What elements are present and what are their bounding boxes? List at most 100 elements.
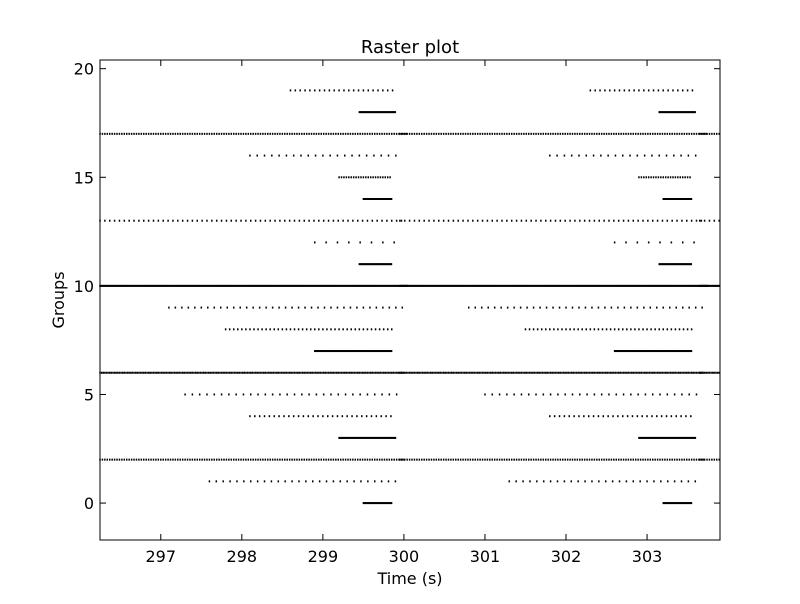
spike-mark xyxy=(648,371,651,374)
spike-mark xyxy=(326,371,328,374)
spike-mark xyxy=(667,436,669,439)
spike-mark xyxy=(369,132,371,135)
spike-mark xyxy=(515,458,518,461)
y-tick-label: 20 xyxy=(74,60,94,79)
spike-mark xyxy=(140,458,143,461)
spike-mark xyxy=(447,284,450,287)
spike-mark xyxy=(668,263,670,266)
spike-mark xyxy=(591,458,593,461)
spike-mark xyxy=(395,154,397,157)
spike-mark xyxy=(348,89,350,92)
spike-train-group-6 xyxy=(99,371,720,374)
spike-mark xyxy=(692,436,695,439)
spike-mark xyxy=(267,284,269,287)
spike-mark xyxy=(617,219,620,222)
spike-mark xyxy=(406,284,409,287)
spike-mark xyxy=(596,284,599,287)
spike-mark xyxy=(390,502,393,505)
spike-mark xyxy=(104,219,106,222)
spike-mark xyxy=(637,350,639,353)
spike-mark xyxy=(394,111,397,114)
spike-mark xyxy=(673,436,675,439)
spike-mark xyxy=(599,284,601,287)
spike-mark xyxy=(220,219,223,222)
spike-mark xyxy=(386,219,388,222)
spike-mark xyxy=(245,132,247,135)
spike-mark xyxy=(569,371,571,374)
spike-mark xyxy=(171,284,173,287)
spike-mark xyxy=(329,284,332,287)
spike-mark xyxy=(385,436,388,439)
spike-mark xyxy=(705,132,707,135)
spike-mark xyxy=(428,284,430,287)
spike-mark xyxy=(607,154,609,157)
spike-mark xyxy=(304,89,306,92)
spike-mark xyxy=(486,284,489,287)
spike-mark xyxy=(690,502,693,505)
spike-mark xyxy=(354,458,357,461)
spike-mark xyxy=(299,89,301,92)
spike-mark xyxy=(366,263,368,266)
spike-mark xyxy=(382,328,385,331)
spike-mark xyxy=(232,284,234,287)
spike-mark xyxy=(715,371,717,374)
spike-mark xyxy=(553,328,555,331)
spike-mark xyxy=(650,176,652,179)
spike-mark xyxy=(690,415,692,418)
spike-mark xyxy=(675,284,677,287)
spike-mark xyxy=(383,263,386,266)
spike-mark xyxy=(356,284,359,287)
spike-mark xyxy=(300,154,302,157)
chart-title: Raster plot xyxy=(361,37,459,58)
spike-mark xyxy=(561,328,563,331)
spike-mark xyxy=(206,371,208,374)
spike-mark xyxy=(669,436,671,439)
spike-mark xyxy=(165,284,167,287)
spike-mark xyxy=(616,284,618,287)
spike-mark xyxy=(461,284,463,287)
spike-mark xyxy=(422,284,424,287)
spike-mark xyxy=(556,480,559,483)
spike-mark xyxy=(123,132,126,135)
spike-mark xyxy=(357,350,360,353)
spike-mark xyxy=(423,219,425,222)
spike-mark xyxy=(297,371,299,374)
spike-mark xyxy=(571,393,574,396)
spike-mark xyxy=(585,328,588,331)
spike-mark xyxy=(327,458,330,461)
spike-mark xyxy=(248,284,250,287)
spike-mark xyxy=(138,458,140,461)
spike-mark xyxy=(229,480,231,483)
spike-mark xyxy=(462,371,464,374)
spike-mark xyxy=(642,350,644,353)
spike-mark xyxy=(499,371,502,374)
spike-mark xyxy=(384,371,387,374)
spike-mark xyxy=(403,371,406,374)
spike-mark xyxy=(593,393,596,396)
spike-mark xyxy=(359,458,361,461)
spike-mark xyxy=(506,284,508,287)
spike-mark xyxy=(549,371,552,374)
spike-mark xyxy=(660,350,663,353)
spike-mark xyxy=(365,111,367,114)
spike-mark xyxy=(325,350,328,353)
spike-mark xyxy=(561,284,564,287)
spike-mark xyxy=(189,284,192,287)
spike-mark xyxy=(661,111,663,114)
spike-mark xyxy=(577,328,579,331)
spike-mark xyxy=(281,458,284,461)
spike-mark xyxy=(540,219,542,222)
spike-mark xyxy=(373,284,376,287)
spike-mark xyxy=(577,284,579,287)
spike-mark xyxy=(549,480,552,483)
spike-mark xyxy=(536,328,539,331)
spike-mark xyxy=(656,436,659,439)
spike-mark xyxy=(339,458,342,461)
spike-mark xyxy=(535,393,537,396)
spike-mark xyxy=(194,132,196,135)
spike-mark xyxy=(332,371,335,374)
spike-mark xyxy=(359,436,362,439)
spike-mark xyxy=(679,176,682,179)
spike-mark xyxy=(460,284,462,287)
spike-mark xyxy=(481,371,484,374)
